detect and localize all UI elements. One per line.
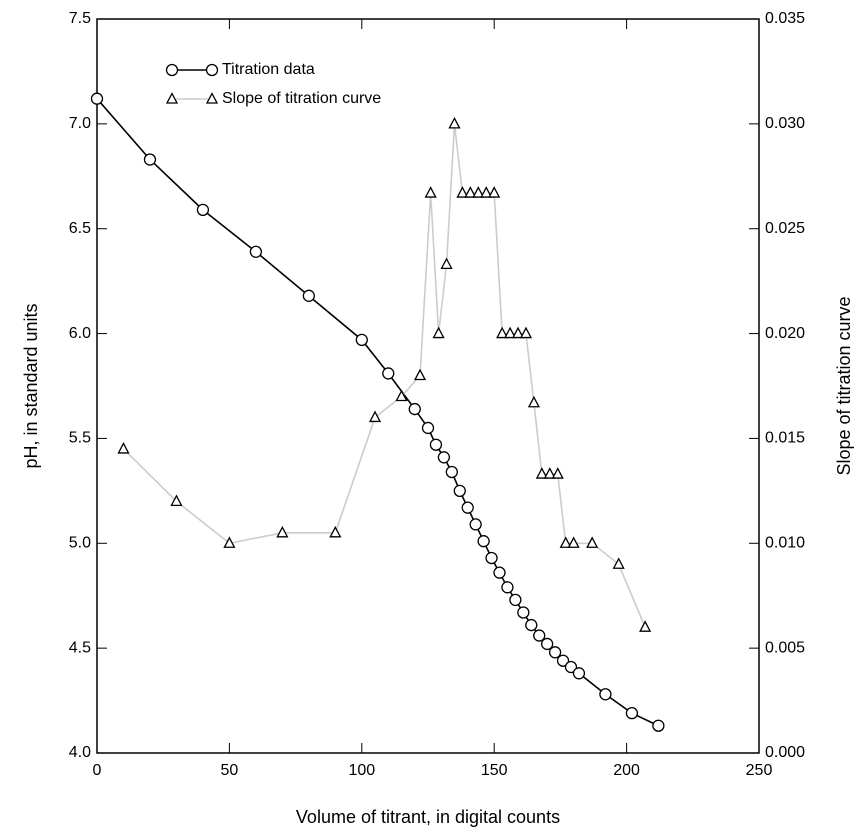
series-line bbox=[96, 98, 659, 727]
y-tick-label: 4.5 bbox=[69, 639, 91, 656]
circle-marker bbox=[437, 451, 451, 464]
legend-marker bbox=[205, 92, 219, 104]
circle-marker bbox=[625, 707, 639, 720]
circle-marker bbox=[493, 566, 506, 579]
series-line bbox=[122, 123, 646, 628]
legend-label: Titration data bbox=[222, 61, 315, 78]
circle-marker bbox=[556, 654, 570, 667]
circle-marker bbox=[196, 203, 210, 216]
circle-marker bbox=[382, 367, 395, 380]
triangle-marker bbox=[440, 257, 453, 270]
triangle-marker bbox=[586, 536, 599, 548]
triangle-marker bbox=[368, 410, 382, 423]
y2-tick-label: 0.020 bbox=[765, 325, 805, 342]
circle-marker bbox=[355, 333, 368, 347]
circle-marker bbox=[517, 606, 530, 619]
circle-marker bbox=[599, 688, 612, 701]
legend-label: Slope of titration curve bbox=[222, 90, 381, 107]
x-tick-label: 50 bbox=[221, 762, 239, 779]
y2-tick-label: 0.000 bbox=[765, 744, 805, 761]
x-tick-label: 150 bbox=[481, 762, 508, 779]
circle-marker bbox=[525, 618, 538, 632]
y-tick-label: 6.5 bbox=[69, 220, 91, 237]
plot-frame bbox=[96, 18, 760, 754]
y-axis-title: pH, in standard units bbox=[21, 303, 41, 468]
triangle-marker bbox=[432, 326, 445, 339]
y2-tick-label: 0.005 bbox=[765, 639, 805, 656]
triangle-marker bbox=[456, 186, 469, 198]
circle-marker bbox=[408, 402, 421, 416]
y-tick-label: 5.0 bbox=[69, 535, 91, 552]
circle-marker bbox=[469, 518, 482, 531]
circle-marker bbox=[564, 660, 578, 674]
triangle-marker bbox=[543, 467, 556, 479]
triangle-marker bbox=[527, 395, 540, 408]
legend-marker bbox=[165, 92, 179, 104]
triangle-marker bbox=[496, 326, 509, 339]
x-tick-label: 250 bbox=[746, 762, 773, 779]
circle-marker bbox=[477, 535, 490, 548]
triangle-marker bbox=[551, 467, 564, 479]
triangle-marker bbox=[639, 620, 652, 632]
triangle-marker bbox=[559, 536, 572, 548]
triangle-marker bbox=[535, 467, 548, 479]
legend-marker bbox=[165, 63, 179, 77]
circle-marker bbox=[429, 438, 443, 451]
circle-marker bbox=[421, 421, 435, 435]
circle-marker bbox=[461, 501, 474, 514]
triangle-marker bbox=[223, 536, 236, 548]
circle-marker bbox=[533, 629, 546, 642]
circle-marker bbox=[541, 637, 554, 651]
triangle-marker bbox=[504, 326, 517, 339]
x-tick-label: 200 bbox=[613, 762, 640, 779]
circle-marker bbox=[509, 593, 522, 607]
circle-marker bbox=[143, 153, 157, 166]
circle-marker bbox=[572, 667, 586, 680]
triangle-marker bbox=[480, 186, 493, 198]
y-tick-label: 6.0 bbox=[69, 325, 91, 342]
y2-tick-label: 0.035 bbox=[765, 10, 805, 27]
circle-marker bbox=[302, 289, 315, 302]
circle-marker bbox=[501, 581, 514, 594]
triangle-marker bbox=[395, 389, 408, 402]
x-tick-label: 0 bbox=[93, 762, 102, 779]
triangle-marker bbox=[511, 326, 525, 339]
triangle-marker bbox=[329, 525, 342, 538]
triangle-marker bbox=[519, 326, 533, 339]
circle-marker bbox=[249, 245, 263, 258]
triangle-marker bbox=[413, 368, 427, 381]
y-tick-label: 4.0 bbox=[69, 744, 91, 761]
y2-tick-label: 0.010 bbox=[765, 535, 805, 552]
y2-tick-label: 0.025 bbox=[765, 220, 805, 237]
y-tick-label: 7.0 bbox=[69, 115, 91, 132]
triangle-marker bbox=[472, 186, 485, 198]
circle-marker bbox=[652, 719, 665, 732]
y-tick-label: 7.5 bbox=[69, 10, 91, 27]
y-tick-label: 5.5 bbox=[69, 430, 91, 447]
circle-marker bbox=[548, 646, 562, 659]
x-axis-title: Volume of titrant, in digital counts bbox=[296, 807, 560, 827]
triangle-marker bbox=[424, 186, 437, 198]
y2-axis-title: Slope of titration curve bbox=[834, 296, 854, 475]
circle-marker bbox=[485, 551, 498, 565]
circle-marker bbox=[445, 465, 458, 479]
circle-marker bbox=[453, 484, 466, 498]
x-tick-label: 100 bbox=[348, 762, 375, 779]
triangle-marker bbox=[567, 536, 580, 548]
triangle-marker bbox=[117, 442, 130, 454]
triangle-marker bbox=[170, 494, 183, 506]
legend-marker bbox=[205, 63, 219, 77]
triangle-marker bbox=[612, 557, 625, 569]
circle-marker bbox=[90, 92, 104, 105]
triangle-marker bbox=[488, 186, 501, 198]
triangle-marker bbox=[464, 186, 477, 198]
triangle-marker bbox=[276, 525, 289, 538]
triangle-marker bbox=[448, 116, 461, 129]
y2-tick-label: 0.030 bbox=[765, 115, 805, 132]
y2-tick-label: 0.015 bbox=[765, 430, 805, 447]
